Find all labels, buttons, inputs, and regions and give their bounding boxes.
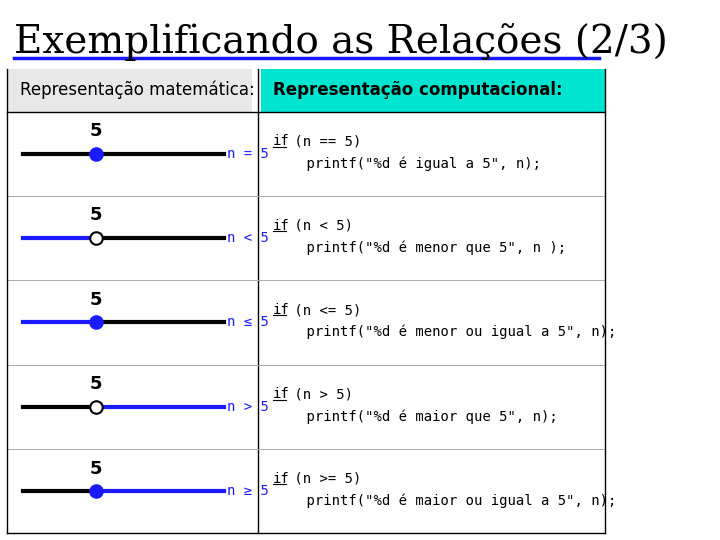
Text: printf("%d é maior ou igual a 5", n);: printf("%d é maior ou igual a 5", n); (273, 494, 616, 508)
Text: 5: 5 (90, 206, 102, 225)
Text: printf("%d é menor que 5", n );: printf("%d é menor que 5", n ); (273, 240, 566, 255)
Text: n = 5: n = 5 (227, 147, 269, 161)
Text: n ≤ 5: n ≤ 5 (227, 315, 269, 329)
Text: printf("%d é maior que 5", n);: printf("%d é maior que 5", n); (273, 409, 558, 424)
Text: (n <= 5): (n <= 5) (287, 303, 361, 317)
Text: (n > 5): (n > 5) (287, 387, 354, 401)
Text: printf("%d é menor ou igual a 5", n);: printf("%d é menor ou igual a 5", n); (273, 325, 616, 339)
Text: Representação computacional:: Representação computacional: (273, 81, 562, 99)
Text: Representação matemática:: Representação matemática: (19, 81, 254, 99)
Text: printf("%d é igual a 5", n);: printf("%d é igual a 5", n); (273, 156, 541, 171)
Text: 5: 5 (90, 460, 102, 477)
Text: 5: 5 (90, 291, 102, 309)
Text: Exemplificando as Relações (2/3): Exemplificando as Relações (2/3) (14, 23, 667, 61)
Text: n < 5: n < 5 (227, 231, 269, 245)
Text: if: if (273, 387, 289, 401)
Text: 5: 5 (90, 375, 102, 393)
Text: if: if (273, 134, 289, 149)
Text: (n < 5): (n < 5) (287, 219, 354, 233)
Text: if: if (273, 303, 289, 317)
Text: if: if (273, 472, 289, 485)
Text: 5: 5 (90, 122, 102, 140)
Text: (n >= 5): (n >= 5) (287, 472, 361, 485)
Bar (261, 69, 606, 112)
Text: (n == 5): (n == 5) (287, 134, 361, 149)
Bar (7, 69, 251, 112)
Text: n ≥ 5: n ≥ 5 (227, 484, 269, 498)
Text: if: if (273, 219, 289, 233)
Text: n > 5: n > 5 (227, 400, 269, 414)
